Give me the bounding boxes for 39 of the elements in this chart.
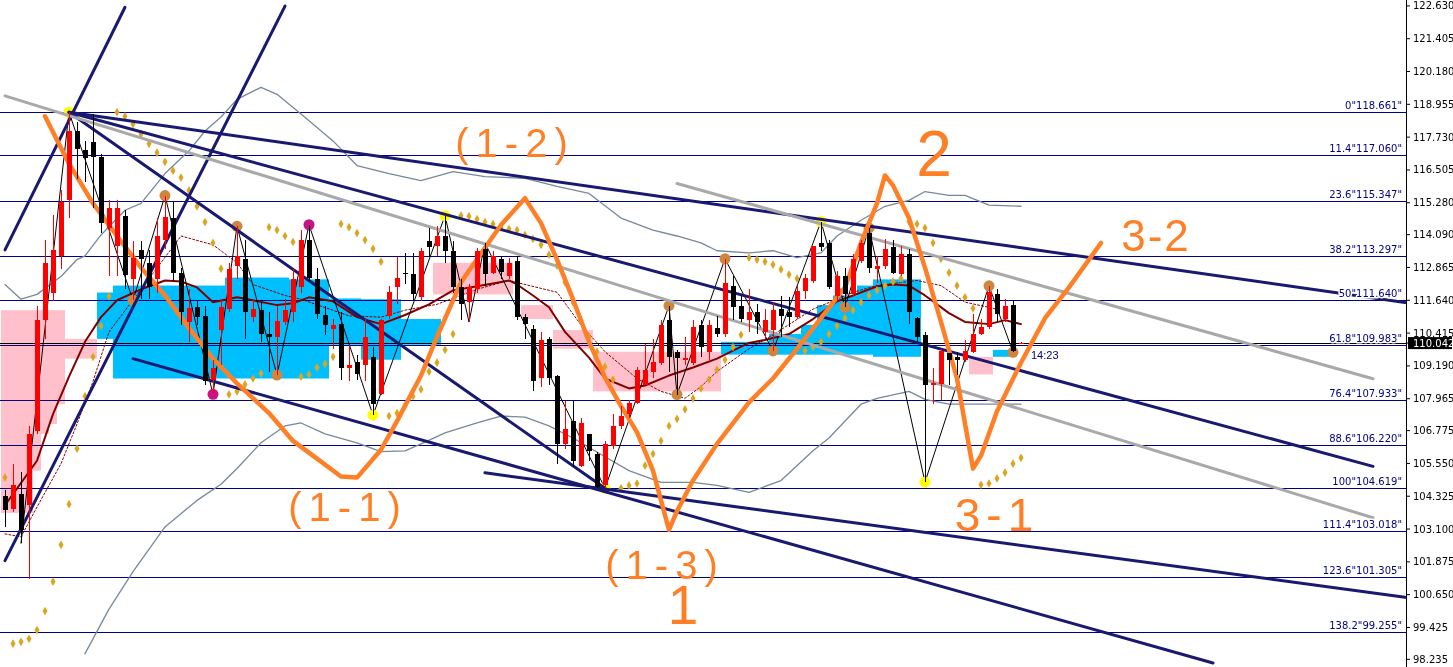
y-tick-label: 110.415 bbox=[1413, 327, 1453, 339]
ref-line-label: 138.2"99.255" bbox=[1329, 620, 1402, 631]
y-tick-label: 105.550 bbox=[1413, 457, 1453, 469]
y-tick-label: 114.090 bbox=[1413, 229, 1453, 241]
ref-line-label: 0"118.661" bbox=[1345, 100, 1402, 111]
y-tick-label: 118.955 bbox=[1413, 98, 1453, 110]
y-tick-label: 115.280 bbox=[1413, 197, 1453, 209]
ref-line-label: 61.8"109.983" bbox=[1329, 333, 1402, 344]
y-tick-label: 104.325 bbox=[1413, 490, 1453, 502]
y-tick-label: 120.180 bbox=[1413, 66, 1453, 78]
ref-line-label: 76.4"107.933" bbox=[1329, 388, 1402, 399]
ref-line-label: 23.6"115.347" bbox=[1329, 189, 1402, 200]
y-tick-label: 101.875 bbox=[1413, 556, 1453, 568]
y-tick-label: 121.405 bbox=[1413, 33, 1453, 45]
y-tick-label: 111.640 bbox=[1413, 294, 1453, 306]
ref-line-label: 111.4"103.018" bbox=[1322, 519, 1402, 530]
ref-line-label: 100"104.619" bbox=[1332, 476, 1402, 487]
annotation: 14:23 bbox=[1031, 349, 1059, 361]
y-tick-label: 98.235 bbox=[1413, 653, 1448, 665]
ref-line-label: 11.4"117.060" bbox=[1329, 143, 1402, 154]
ref-line-label: 38.2"113.297" bbox=[1329, 244, 1402, 255]
y-tick-label: 99.425 bbox=[1413, 621, 1448, 633]
y-tick-label: 112.865 bbox=[1413, 261, 1453, 273]
y-tick-label: 106.775 bbox=[1413, 425, 1453, 437]
annotation: (1-1) bbox=[288, 485, 408, 529]
y-tick-label: 107.965 bbox=[1413, 393, 1453, 405]
y-tick-label: 109.190 bbox=[1413, 360, 1453, 372]
ref-line-label: 50"111.640" bbox=[1338, 288, 1402, 299]
ref-line-label: 123.6"101.305" bbox=[1322, 565, 1402, 576]
y-tick-label: 103.100 bbox=[1413, 523, 1453, 535]
annotation: 3-1 bbox=[954, 489, 1040, 541]
y-tick-label: 116.505 bbox=[1413, 164, 1453, 176]
y-tick-label: 110.042 bbox=[1413, 337, 1453, 349]
annotation: 3-2 bbox=[1121, 211, 1191, 260]
y-tick-label: 117.730 bbox=[1413, 131, 1453, 143]
y-tick-label: 100.650 bbox=[1413, 589, 1453, 601]
y-tick-label: 122.630 bbox=[1413, 0, 1453, 12]
annotation: (1-2) bbox=[455, 121, 575, 165]
ref-line-label: 88.6"106.220" bbox=[1329, 433, 1402, 444]
